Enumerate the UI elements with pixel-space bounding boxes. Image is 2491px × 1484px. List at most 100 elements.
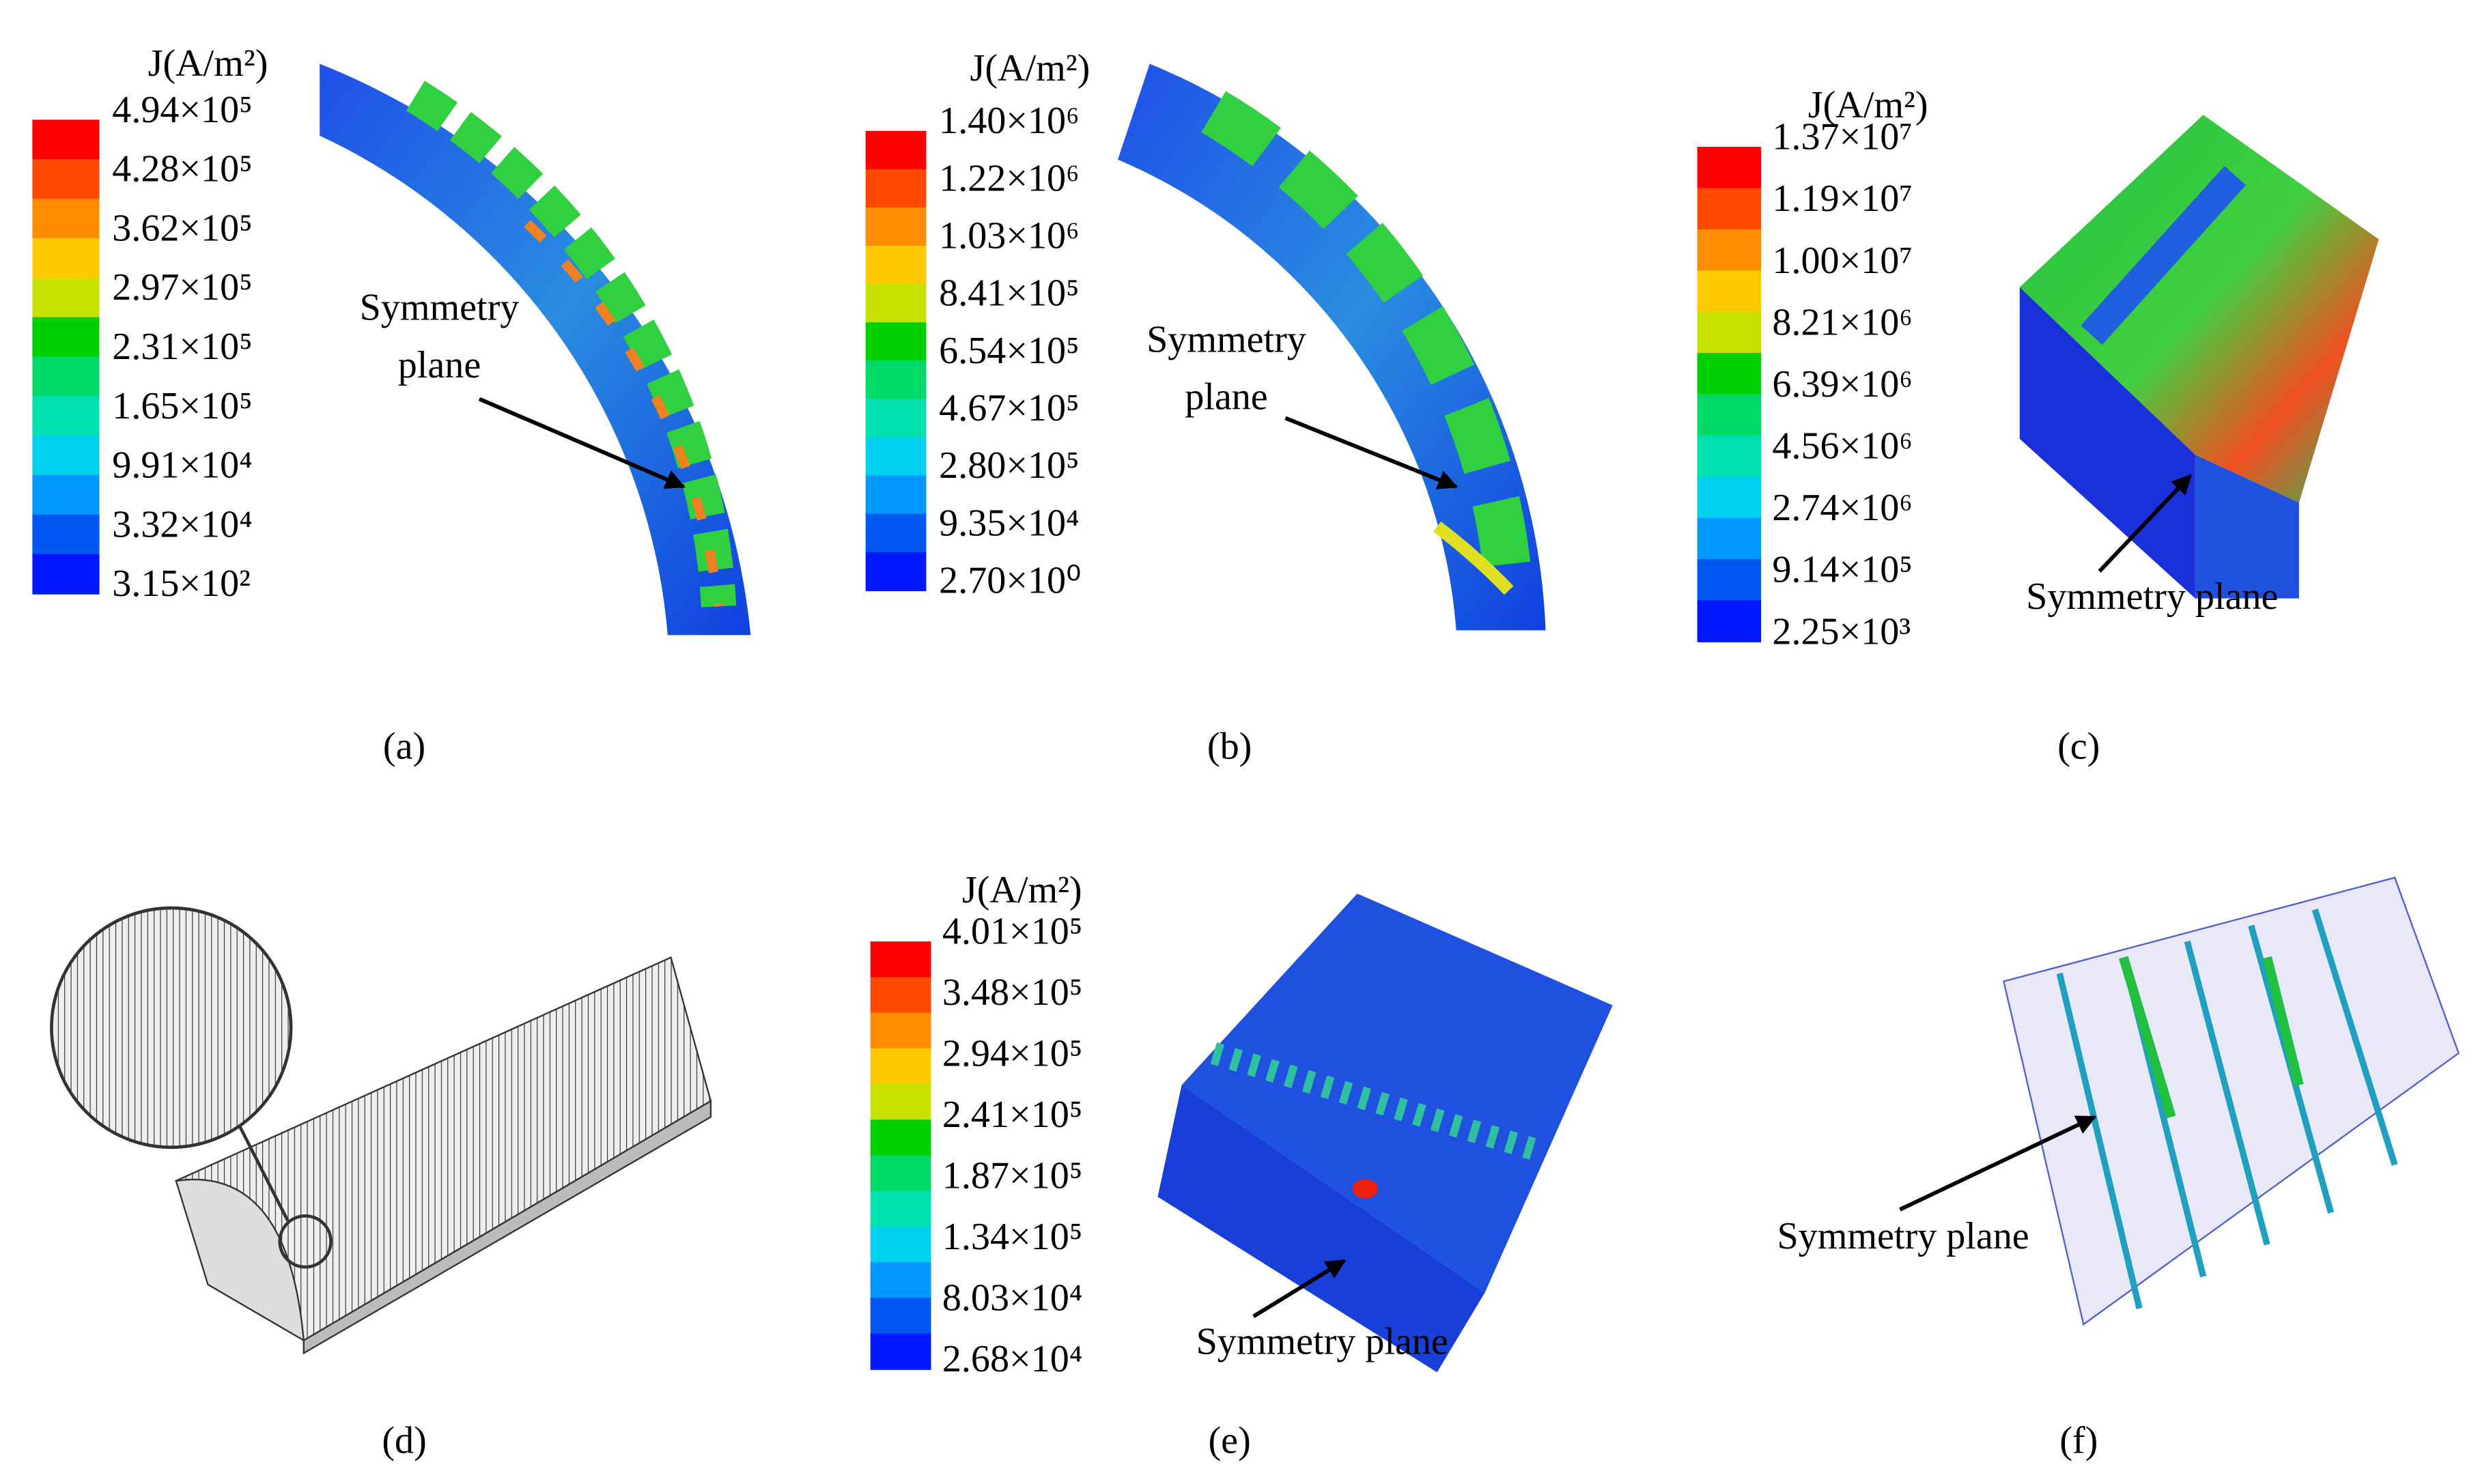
- colorbar-title: J(A/m²): [962, 869, 1082, 911]
- colorbar-label: 2.70×10⁰: [939, 559, 1081, 601]
- colorbar-label: 2.41×10⁵: [942, 1094, 1082, 1136]
- colorbar-band: [870, 1333, 931, 1370]
- colorbar-label: 6.39×10⁶: [1772, 363, 1912, 405]
- colorbar-band: [865, 284, 927, 324]
- colorbar-band: [1697, 353, 1762, 395]
- colorbar-band: [870, 977, 931, 1014]
- colorbar-band: [32, 514, 100, 555]
- model-c: [2019, 115, 2379, 599]
- colorbar-band: [1697, 147, 1762, 189]
- colorbar-band: [865, 399, 927, 438]
- model-a: [320, 63, 751, 636]
- colorbar-band: [1697, 435, 1762, 478]
- panel-label: (d): [382, 1419, 426, 1461]
- colorbar-band: [32, 277, 100, 318]
- colorbar-label: 2.25×10³: [1772, 610, 1911, 653]
- model-d: [50, 906, 712, 1355]
- colorbar-band: [865, 130, 927, 170]
- colorbar-band: [1697, 311, 1762, 354]
- colorbar-band: [865, 475, 927, 515]
- colorbar-band: [865, 207, 927, 247]
- colorbar-band: [865, 169, 927, 209]
- colorbar-label: 8.41×10⁵: [939, 272, 1079, 315]
- colorbar-label: 1.22×10⁶: [939, 157, 1079, 199]
- colorbar-band: [32, 317, 100, 358]
- colorbar-band: [870, 1155, 931, 1192]
- colorbar-label: 2.74×10⁶: [1772, 487, 1912, 529]
- colorbar-title: J(A/m²): [1808, 84, 1928, 126]
- colorbar-label: 1.87×10⁵: [942, 1155, 1082, 1197]
- colorbar-label: 3.32×10⁴: [112, 503, 252, 545]
- colorbar-label: 6.54×10⁵: [939, 330, 1079, 372]
- colorbar-band: [870, 1190, 931, 1228]
- colorbar-label: 4.01×10⁵: [942, 911, 1082, 953]
- colorbar-title: J(A/m²): [148, 42, 268, 85]
- colorbar-band: [865, 552, 927, 592]
- annotation: Symmetry plane: [2026, 575, 2278, 618]
- colorbar-band: [870, 1084, 931, 1121]
- panel-label: (c): [2057, 726, 2100, 768]
- colorbar-label: 9.14×10⁵: [1772, 549, 1912, 591]
- annotation-arrow: [478, 397, 686, 489]
- colorbar-band: [865, 322, 927, 362]
- colorbar-label: 1.03×10⁶: [939, 215, 1079, 257]
- colorbar-label: 1.40×10⁶: [939, 100, 1079, 142]
- colorbar-band: [1697, 517, 1762, 560]
- colorbar-title: J(A/m²): [970, 47, 1090, 89]
- colorbar-band: [870, 1119, 931, 1156]
- annotation-arrow: [1284, 416, 1459, 489]
- panel-label: (e): [1208, 1419, 1250, 1461]
- annotation: Symmetry: [1146, 318, 1306, 360]
- colorbar-band: [32, 554, 100, 595]
- annotation-arrow: [1252, 1259, 1347, 1319]
- colorbar-label: 1.19×10⁷: [1772, 177, 1912, 220]
- colorbar-label: 1.34×10⁵: [942, 1216, 1082, 1258]
- colorbar-label: 1.37×10⁷: [1772, 116, 1912, 158]
- colorbar-band: [1697, 229, 1762, 272]
- colorbar-label: 2.68×10⁴: [942, 1338, 1082, 1380]
- colorbar-band: [865, 245, 927, 285]
- colorbar-label: 4.67×10⁵: [939, 387, 1079, 429]
- colorbar-band: [1697, 600, 1762, 642]
- colorbar-band: [1697, 558, 1762, 601]
- annotation: Symmetry: [360, 287, 520, 329]
- colorbar-band: [32, 199, 100, 240]
- colorbar-label: 3.48×10⁵: [942, 971, 1082, 1014]
- colorbar-label: 1.65×10⁵: [112, 385, 252, 427]
- colorbar-band: [1697, 270, 1762, 313]
- colorbar-label: 3.62×10⁵: [112, 207, 252, 249]
- annotation-arrow: [1899, 1115, 2097, 1212]
- colorbar-label: 4.94×10⁵: [112, 89, 252, 131]
- colorbar-band: [1697, 476, 1762, 519]
- annotation: Symmetry plane: [1777, 1215, 2029, 1257]
- panel-label: (f): [2059, 1419, 2098, 1461]
- annotation-arrow: [2098, 474, 2192, 573]
- colorbar-band: [870, 1298, 931, 1335]
- panel-label: (a): [383, 726, 425, 768]
- colorbar-label: 2.31×10⁵: [112, 326, 252, 368]
- colorbar-label: 9.35×10⁴: [939, 502, 1079, 544]
- model-f: [2002, 876, 2460, 1326]
- colorbar-band: [32, 238, 100, 279]
- model-e: [1157, 894, 1613, 1373]
- panel-label: (b): [1207, 726, 1252, 768]
- colorbar-band: [1697, 394, 1762, 436]
- colorbar-label: 2.80×10⁵: [939, 444, 1079, 487]
- colorbar-label: 4.56×10⁶: [1772, 425, 1912, 468]
- colorbar-band: [870, 941, 931, 978]
- colorbar-label: 9.91×10⁴: [112, 444, 252, 487]
- colorbar-band: [870, 1262, 931, 1299]
- annotation: plane: [1185, 376, 1267, 418]
- colorbar-band: [870, 1048, 931, 1085]
- annotation: plane: [398, 344, 481, 386]
- colorbar-band: [32, 119, 100, 160]
- colorbar-label: 3.15×10²: [112, 562, 251, 605]
- colorbar-band: [32, 159, 100, 200]
- colorbar-label: 2.94×10⁵: [942, 1033, 1082, 1075]
- colorbar-label: 1.00×10⁷: [1772, 240, 1912, 282]
- colorbar-band: [865, 360, 927, 400]
- colorbar-band: [32, 436, 100, 476]
- colorbar-band: [32, 356, 100, 397]
- colorbar-label: 4.28×10⁵: [112, 148, 252, 190]
